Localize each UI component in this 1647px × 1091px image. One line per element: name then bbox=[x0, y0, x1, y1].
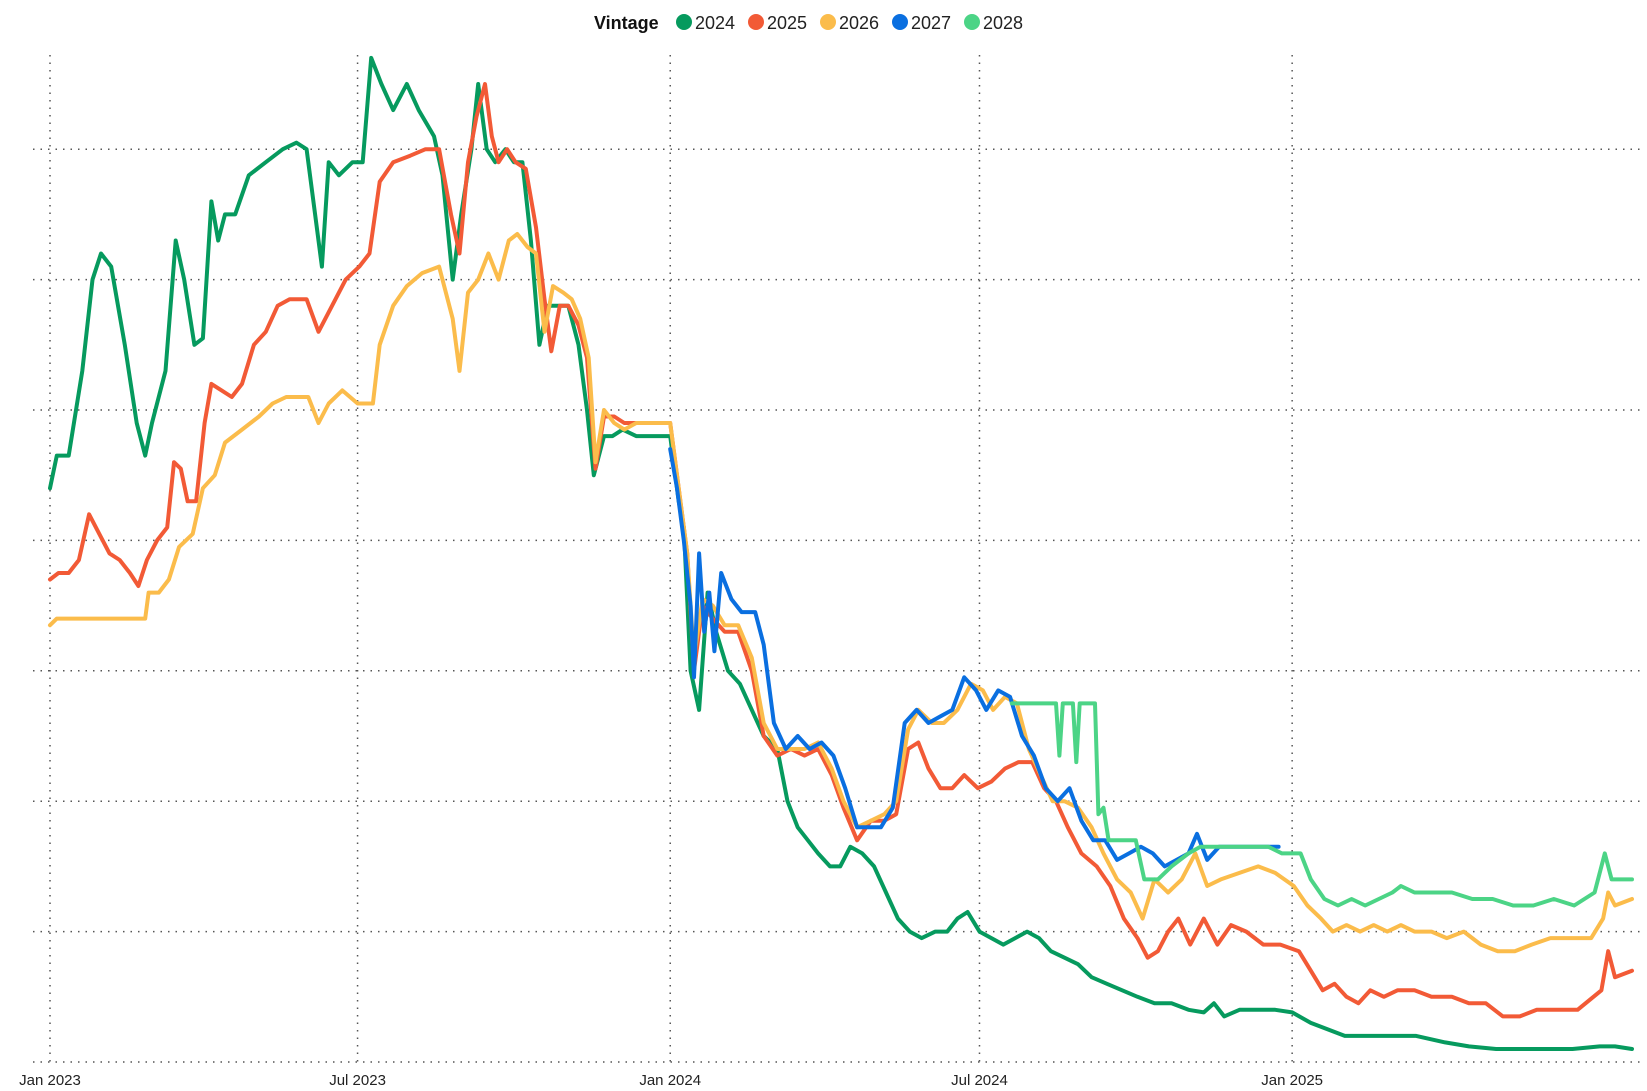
x-tick-label: Jul 2023 bbox=[329, 1072, 386, 1089]
x-axis-ticks: Jan 2023 Jul 2023 Jan 2024 Jul 2024 Jan 2025 bbox=[19, 1072, 1323, 1089]
legend-label-2026[interactable]: 2026 bbox=[839, 13, 879, 33]
legend-label-2024[interactable]: 2024 bbox=[695, 13, 735, 33]
series-line-2027 bbox=[668, 447, 1281, 869]
series-lines bbox=[48, 55, 1634, 1051]
series-line-2028 bbox=[1009, 701, 1634, 908]
grid bbox=[33, 55, 1640, 1063]
legend-label-2028[interactable]: 2028 bbox=[983, 13, 1023, 33]
series-line-2026 bbox=[48, 232, 1634, 954]
legend-label-2025[interactable]: 2025 bbox=[767, 13, 807, 33]
legend-marker-2028[interactable] bbox=[964, 14, 980, 30]
legend[interactable]: Vintage 2024 2025 2026 2027 2028 bbox=[594, 13, 1023, 33]
x-tick-label: Jul 2024 bbox=[951, 1072, 1008, 1089]
legend-marker-2027[interactable] bbox=[892, 14, 908, 30]
series-line-2025 bbox=[48, 82, 1634, 1019]
legend-title: Vintage bbox=[594, 13, 659, 33]
legend-marker-2026[interactable] bbox=[820, 14, 836, 30]
legend-label-2027[interactable]: 2027 bbox=[911, 13, 951, 33]
series-line-2024 bbox=[48, 55, 1634, 1051]
x-tick-label: Jan 2023 bbox=[19, 1072, 81, 1089]
x-tick-label: Jan 2024 bbox=[639, 1072, 701, 1089]
legend-marker-2024[interactable] bbox=[676, 14, 692, 30]
x-tick-label: Jan 2025 bbox=[1261, 1072, 1323, 1089]
legend-marker-2025[interactable] bbox=[748, 14, 764, 30]
